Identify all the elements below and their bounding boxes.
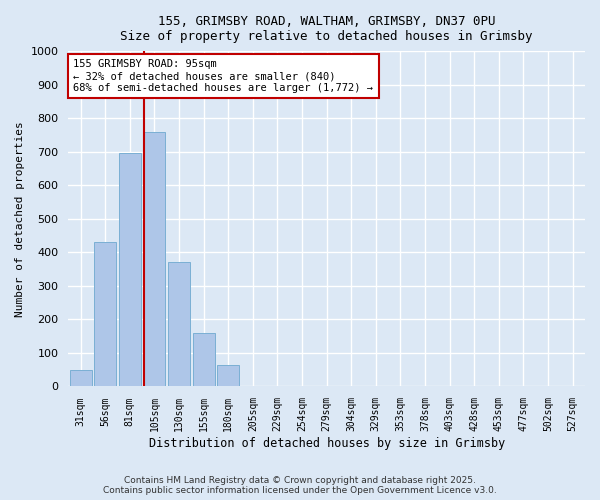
Bar: [193, 333, 215, 386]
X-axis label: Distribution of detached houses by size in Grimsby: Distribution of detached houses by size …: [149, 437, 505, 450]
Bar: [70, 370, 92, 386]
Bar: [143, 132, 166, 386]
Y-axis label: Number of detached properties: Number of detached properties: [15, 121, 25, 316]
Bar: [94, 242, 116, 386]
Text: Contains HM Land Registry data © Crown copyright and database right 2025.
Contai: Contains HM Land Registry data © Crown c…: [103, 476, 497, 495]
Bar: [217, 364, 239, 386]
Text: 155 GRIMSBY ROAD: 95sqm
← 32% of detached houses are smaller (840)
68% of semi-d: 155 GRIMSBY ROAD: 95sqm ← 32% of detache…: [73, 60, 373, 92]
Bar: [119, 154, 141, 386]
Bar: [168, 262, 190, 386]
Title: 155, GRIMSBY ROAD, WALTHAM, GRIMSBY, DN37 0PU
Size of property relative to detac: 155, GRIMSBY ROAD, WALTHAM, GRIMSBY, DN3…: [121, 15, 533, 43]
